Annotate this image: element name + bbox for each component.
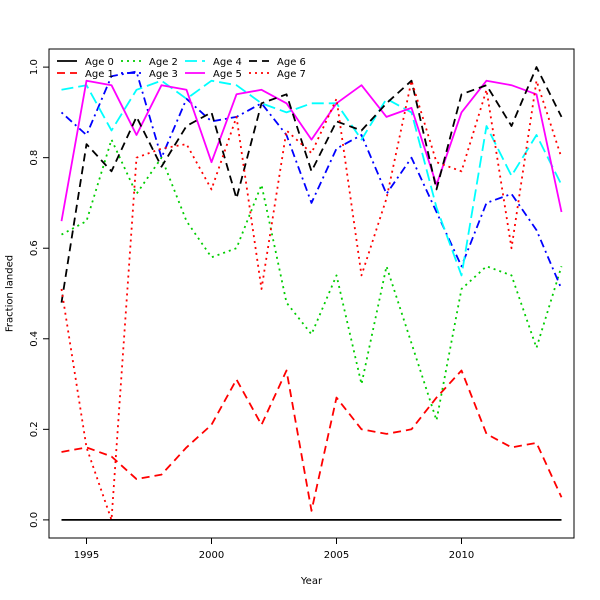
series-line-age-1 bbox=[61, 369, 563, 512]
y-tick-label: 0.2 bbox=[29, 421, 40, 437]
legend-label: Age 0 bbox=[85, 57, 114, 68]
y-tick-label: 0.4 bbox=[29, 331, 40, 347]
y-axis-title: Fraction landed bbox=[5, 255, 16, 332]
legend-label: Age 2 bbox=[149, 57, 178, 68]
x-axis-title: Year bbox=[300, 576, 323, 587]
legend-label: Age 7 bbox=[277, 69, 306, 80]
axis-layer: 1995 2000 2005 2010 0.0 0.2 0.4 0.6 0.8 1.0 bbox=[29, 59, 474, 561]
y-tick-label: 0.0 bbox=[29, 512, 40, 528]
series-line-age-5 bbox=[60, 79, 563, 222]
series-line-age-6 bbox=[60, 66, 563, 303]
series-line-age-3 bbox=[60, 70, 563, 290]
legend-label: Age 3 bbox=[149, 69, 178, 80]
y-tick-label: 1.0 bbox=[29, 59, 40, 75]
legend-label: Age 5 bbox=[213, 69, 242, 80]
x-tick-label: 2000 bbox=[199, 550, 224, 561]
series-layer bbox=[60, 66, 563, 521]
series-line-age-4 bbox=[61, 79, 563, 277]
x-tick-label: 2010 bbox=[449, 550, 474, 561]
legend-label: Age 1 bbox=[85, 69, 114, 80]
legend-label: Age 4 bbox=[213, 57, 242, 68]
x-tick-label: 2005 bbox=[324, 550, 349, 561]
x-tick-label: 1995 bbox=[74, 550, 99, 561]
y-tick-label: 0.8 bbox=[29, 150, 40, 166]
plot-frame bbox=[48, 48, 575, 539]
y-tick-label: 0.6 bbox=[29, 240, 40, 256]
legend-label: Age 6 bbox=[277, 57, 306, 68]
